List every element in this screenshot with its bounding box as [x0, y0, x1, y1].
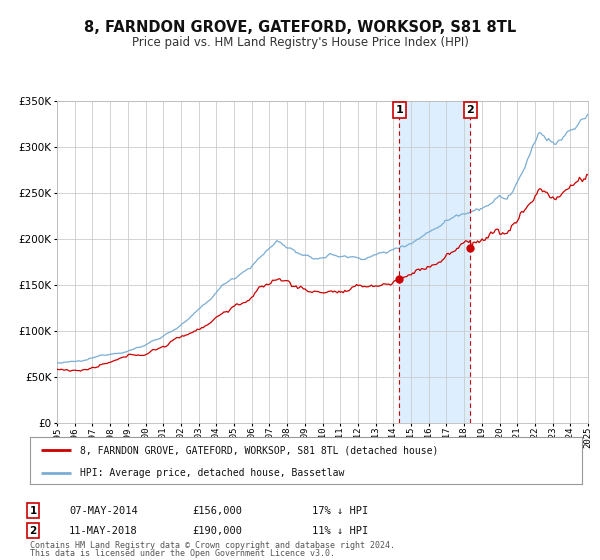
Text: 11-MAY-2018: 11-MAY-2018 — [69, 526, 138, 536]
Text: 17% ↓ HPI: 17% ↓ HPI — [312, 506, 368, 516]
Text: 11% ↓ HPI: 11% ↓ HPI — [312, 526, 368, 536]
Text: Price paid vs. HM Land Registry's House Price Index (HPI): Price paid vs. HM Land Registry's House … — [131, 36, 469, 49]
Text: 8, FARNDON GROVE, GATEFORD, WORKSOP, S81 8TL: 8, FARNDON GROVE, GATEFORD, WORKSOP, S81… — [84, 20, 516, 35]
Text: 1: 1 — [395, 105, 403, 115]
Text: 8, FARNDON GROVE, GATEFORD, WORKSOP, S81 8TL (detached house): 8, FARNDON GROVE, GATEFORD, WORKSOP, S81… — [80, 445, 438, 455]
Text: £156,000: £156,000 — [192, 506, 242, 516]
Text: Contains HM Land Registry data © Crown copyright and database right 2024.: Contains HM Land Registry data © Crown c… — [30, 541, 395, 550]
Text: HPI: Average price, detached house, Bassetlaw: HPI: Average price, detached house, Bass… — [80, 468, 344, 478]
Text: 2: 2 — [467, 105, 475, 115]
Text: £190,000: £190,000 — [192, 526, 242, 536]
Text: This data is licensed under the Open Government Licence v3.0.: This data is licensed under the Open Gov… — [30, 549, 335, 558]
Bar — [400, 101, 470, 423]
Text: 1: 1 — [29, 506, 37, 516]
Text: 07-MAY-2014: 07-MAY-2014 — [69, 506, 138, 516]
Text: 2: 2 — [29, 526, 37, 536]
